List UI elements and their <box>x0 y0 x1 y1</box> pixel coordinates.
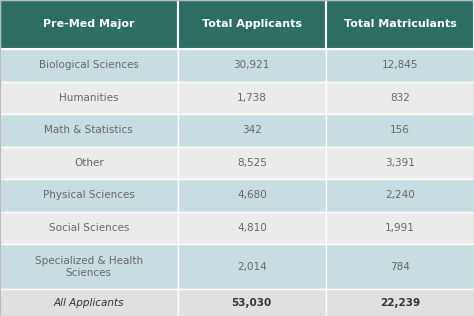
Text: Biological Sciences: Biological Sciences <box>39 60 139 70</box>
Bar <box>0 289 178 316</box>
Bar <box>326 49 474 82</box>
Bar <box>178 289 326 316</box>
Bar <box>178 49 326 82</box>
Bar <box>0 82 178 114</box>
Text: All Applicants: All Applicants <box>54 298 124 307</box>
Bar <box>0 179 178 212</box>
Text: 4,810: 4,810 <box>237 223 267 233</box>
Text: 156: 156 <box>390 125 410 135</box>
Bar <box>0 147 178 179</box>
Text: 4,680: 4,680 <box>237 191 267 200</box>
Bar <box>178 0 326 49</box>
Text: 2,014: 2,014 <box>237 262 267 272</box>
Bar <box>326 114 474 147</box>
Text: Total Applicants: Total Applicants <box>202 20 302 29</box>
Text: 784: 784 <box>390 262 410 272</box>
Bar <box>178 179 326 212</box>
Bar <box>326 147 474 179</box>
Text: Specialized & Health
Sciences: Specialized & Health Sciences <box>35 256 143 278</box>
Text: 53,030: 53,030 <box>232 298 272 307</box>
Bar <box>326 244 474 289</box>
Text: 8,525: 8,525 <box>237 158 267 168</box>
Text: Total Matriculants: Total Matriculants <box>344 20 456 29</box>
Text: 2,240: 2,240 <box>385 191 415 200</box>
Bar <box>178 147 326 179</box>
Bar <box>0 212 178 244</box>
Bar <box>326 212 474 244</box>
Bar <box>0 0 178 49</box>
Text: Physical Sciences: Physical Sciences <box>43 191 135 200</box>
Text: 832: 832 <box>390 93 410 103</box>
Bar <box>178 244 326 289</box>
Bar <box>326 179 474 212</box>
Bar <box>178 82 326 114</box>
Text: Social Sciences: Social Sciences <box>49 223 129 233</box>
Bar <box>0 114 178 147</box>
Bar <box>178 114 326 147</box>
Bar <box>326 289 474 316</box>
Text: 1,991: 1,991 <box>385 223 415 233</box>
Text: Humanities: Humanities <box>59 93 118 103</box>
Text: 22,239: 22,239 <box>380 298 420 307</box>
Text: 3,391: 3,391 <box>385 158 415 168</box>
Text: Pre-Med Major: Pre-Med Major <box>43 20 135 29</box>
Text: 342: 342 <box>242 125 262 135</box>
Text: 30,921: 30,921 <box>234 60 270 70</box>
Text: 12,845: 12,845 <box>382 60 418 70</box>
Bar <box>0 244 178 289</box>
Bar <box>0 49 178 82</box>
Bar <box>178 212 326 244</box>
Text: Other: Other <box>74 158 104 168</box>
Text: 1,738: 1,738 <box>237 93 267 103</box>
Bar <box>326 0 474 49</box>
Text: Math & Statistics: Math & Statistics <box>45 125 133 135</box>
Bar <box>326 82 474 114</box>
